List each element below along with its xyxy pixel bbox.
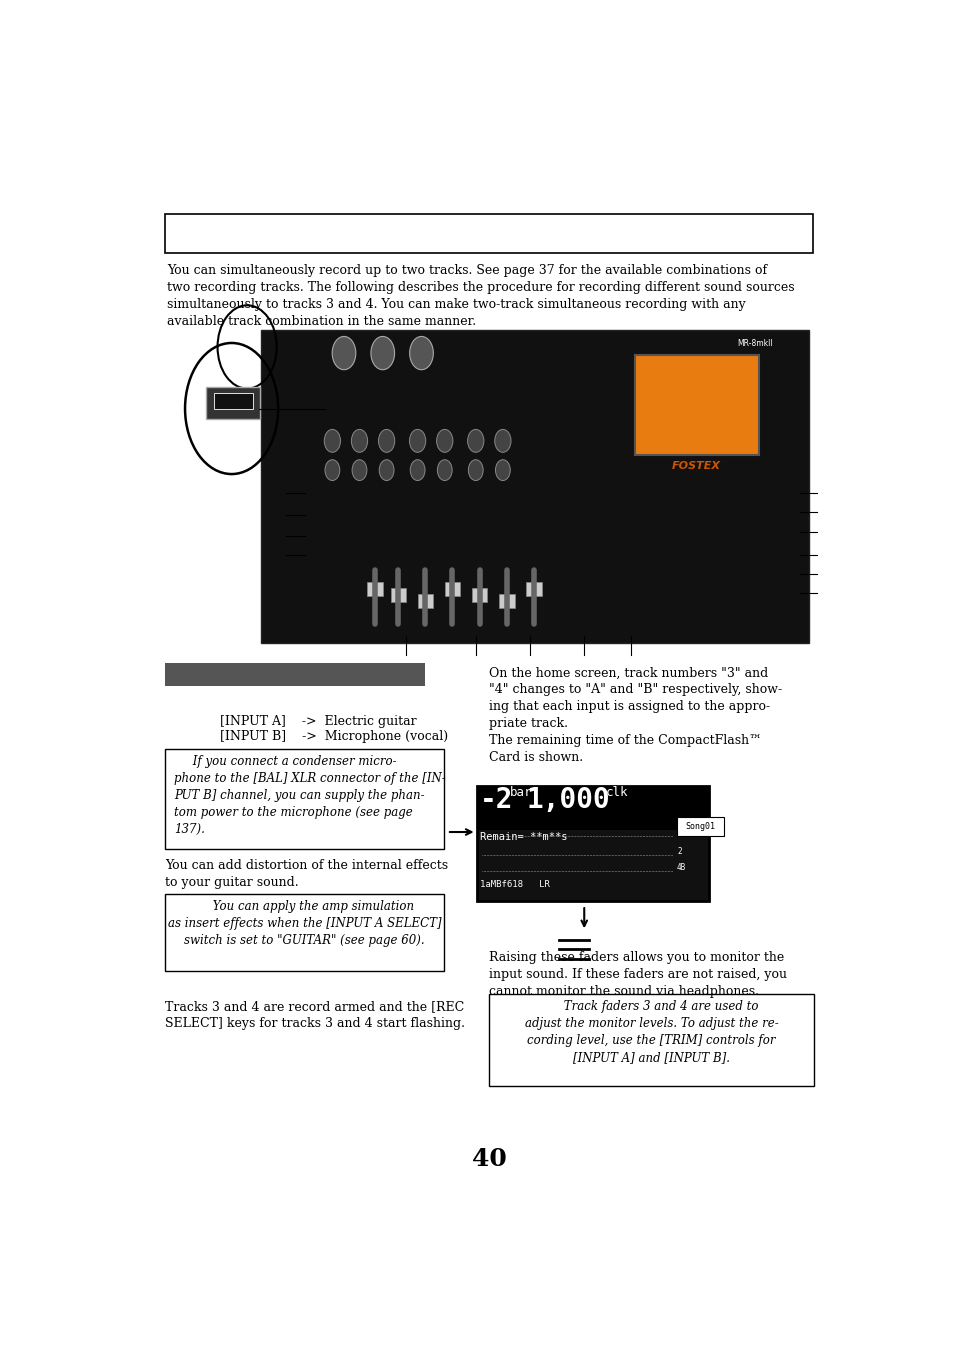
Bar xyxy=(165,748,443,848)
Circle shape xyxy=(325,459,339,481)
Bar xyxy=(417,594,433,608)
Bar xyxy=(390,588,406,601)
Text: [INPUT A]    ->  Electric guitar: [INPUT A] -> Electric guitar xyxy=(220,715,416,728)
Circle shape xyxy=(324,430,340,453)
Text: Tracks 3 and 4 are record armed and the [REC
SELECT] keys for tracks 3 and 4 sta: Tracks 3 and 4 are record armed and the … xyxy=(165,1000,464,1029)
Bar xyxy=(444,582,459,596)
Text: Song01: Song01 xyxy=(685,821,715,831)
Circle shape xyxy=(409,430,425,453)
Text: Remain= **m**s: Remain= **m**s xyxy=(479,832,567,842)
Bar xyxy=(634,354,758,455)
Text: You can simultaneously record up to two tracks. See page 37 for the available co: You can simultaneously record up to two … xyxy=(167,263,794,328)
Text: 1aMBf618   LR: 1aMBf618 LR xyxy=(479,880,550,889)
Circle shape xyxy=(351,430,367,453)
Bar xyxy=(472,588,487,601)
Circle shape xyxy=(379,459,394,481)
Circle shape xyxy=(332,336,355,370)
Text: FOSTEX: FOSTEX xyxy=(672,461,720,471)
Text: If you connect a condenser micro-
phone to the [BAL] XLR connector of the [IN-
P: If you connect a condenser micro- phone … xyxy=(173,755,445,836)
Text: 4B: 4B xyxy=(677,863,685,871)
Bar xyxy=(213,393,253,408)
Text: 2: 2 xyxy=(677,847,681,857)
Bar xyxy=(525,582,541,596)
Text: MR-8mkII: MR-8mkII xyxy=(736,339,772,349)
Text: 40: 40 xyxy=(471,1147,506,1171)
Circle shape xyxy=(495,459,510,481)
Bar xyxy=(165,893,443,970)
Text: bar: bar xyxy=(509,786,532,798)
Circle shape xyxy=(436,459,452,481)
Text: 1,000: 1,000 xyxy=(526,786,610,813)
Bar xyxy=(261,330,808,643)
Circle shape xyxy=(371,336,395,370)
Text: You can add distortion of the internal effects
to your guitar sound.: You can add distortion of the internal e… xyxy=(165,859,448,889)
Circle shape xyxy=(495,430,511,453)
Bar xyxy=(498,594,514,608)
Bar xyxy=(165,215,812,253)
Text: -2: -2 xyxy=(479,786,513,813)
Bar xyxy=(476,786,708,830)
Bar xyxy=(488,994,814,1086)
Circle shape xyxy=(409,336,433,370)
Circle shape xyxy=(352,459,367,481)
Bar xyxy=(677,816,723,836)
Text: Track faders 3 and 4 are used to
adjust the monitor levels. To adjust the re-
co: Track faders 3 and 4 are used to adjust … xyxy=(524,1000,778,1065)
Text: You can apply the amp simulation
as insert effects when the [INPUT A SELECT]
swi: You can apply the amp simulation as inse… xyxy=(168,900,441,947)
Bar xyxy=(206,386,260,419)
Bar xyxy=(367,582,382,596)
Text: 1: 1 xyxy=(677,828,681,838)
Text: On the home screen, track numbers "3" and
"4" changes to "A" and "B" respectivel: On the home screen, track numbers "3" an… xyxy=(488,666,781,765)
Text: clk: clk xyxy=(605,786,628,798)
Circle shape xyxy=(436,430,453,453)
Text: [INPUT B]    ->  Microphone (vocal): [INPUT B] -> Microphone (vocal) xyxy=(220,731,448,743)
Circle shape xyxy=(468,459,482,481)
Bar xyxy=(476,786,708,901)
Circle shape xyxy=(378,430,395,453)
Circle shape xyxy=(467,430,483,453)
Bar xyxy=(165,662,424,686)
Text: Raising these faders allows you to monitor the
input sound. If these faders are : Raising these faders allows you to monit… xyxy=(488,951,786,998)
Circle shape xyxy=(410,459,425,481)
